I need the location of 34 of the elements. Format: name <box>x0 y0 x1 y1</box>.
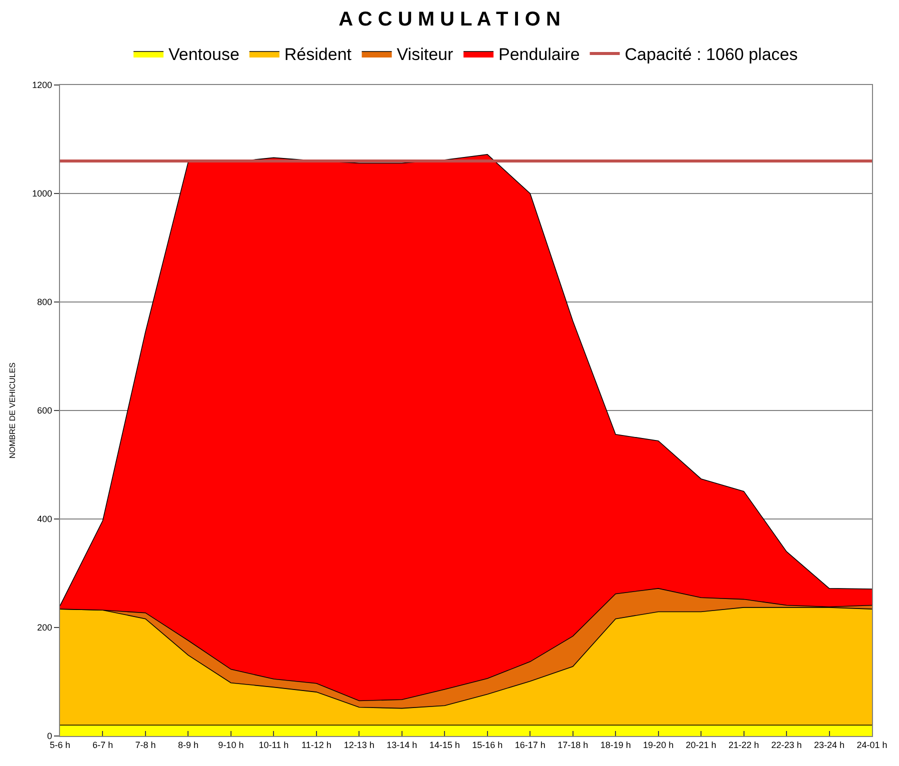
x-tick-label: 10-11 h <box>258 740 289 750</box>
x-tick-label: 6-7 h <box>92 740 113 750</box>
y-axis-title: NOMBRE DE VEHICULES <box>8 362 17 459</box>
x-tick-label: 24-01 h <box>856 740 888 750</box>
y-tick-label: 400 <box>37 514 52 524</box>
x-tick-label: 13-14 h <box>386 740 418 750</box>
y-tick-label: 1000 <box>32 188 52 199</box>
legend-label: Capacité : 1060 places <box>624 45 798 64</box>
y-tick-label: 0 <box>47 731 52 742</box>
legend-label: Visiteur <box>396 45 454 64</box>
y-tick-label: 800 <box>37 297 52 308</box>
legend-label: Pendulaire <box>498 45 580 64</box>
x-tick-label: 20-21 h <box>686 740 716 750</box>
x-tick-label: 5-6 h <box>50 740 70 750</box>
x-tick-label: 17-18 h <box>558 740 588 750</box>
x-tick-label: 18-19 h <box>600 740 631 750</box>
y-tick-label: 600 <box>37 406 52 416</box>
legend-label: Ventouse <box>168 45 240 64</box>
y-tick-label: 1200 <box>32 80 52 90</box>
x-tick-label: 11-12 h <box>301 740 332 750</box>
y-tick-label: 200 <box>37 622 52 633</box>
x-tick-label: 12-13 h <box>344 740 374 750</box>
x-tick-label: 21-22 h <box>728 740 760 750</box>
x-tick-label: 9-10 h <box>218 740 244 750</box>
legend-label: Résident <box>284 45 352 64</box>
x-tick-label: 19-20 h <box>643 740 674 750</box>
x-tick-label: 7-8 h <box>135 740 156 750</box>
x-tick-label: 16-17 h <box>514 740 546 750</box>
x-tick-label: 15-16 h <box>472 740 503 750</box>
x-tick-label: 14-15 h <box>429 740 460 750</box>
chart-title: A C C U M U L A T I O N <box>338 8 560 30</box>
x-tick-label: 23-24 h <box>814 740 845 750</box>
x-tick-label: 22-23 h <box>771 740 802 750</box>
x-tick-label: 8-9 h <box>178 740 198 750</box>
